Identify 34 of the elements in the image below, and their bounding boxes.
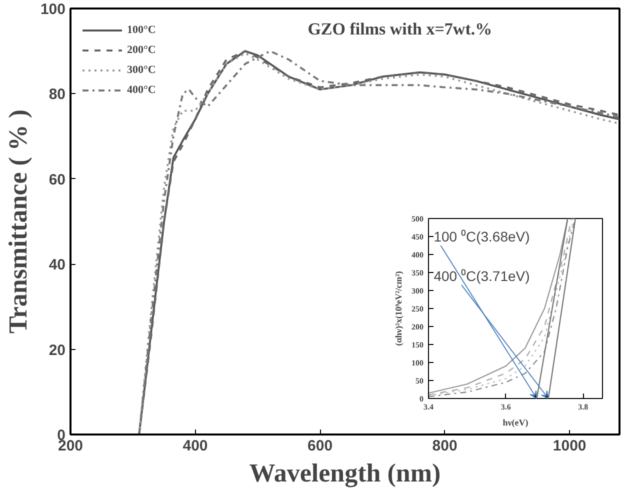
y-tick-label: 500 xyxy=(412,214,424,224)
y-tick-label: 150 xyxy=(412,340,424,350)
y-tick-label: 100 xyxy=(412,358,424,368)
y-axis-title: (αhν)²x(10⁹eV²/cm²) xyxy=(394,271,404,346)
y-tick-label: 250 xyxy=(412,304,424,314)
y-tick-label: 20 xyxy=(48,342,66,359)
y-tick-label: 400 xyxy=(412,250,424,260)
y-tick-label: 200 xyxy=(412,322,424,332)
legend-label: 400°C xyxy=(127,84,156,96)
x-tick-label: 1000 xyxy=(552,438,586,454)
x-tick-label: 800 xyxy=(432,438,458,454)
y-tick-label: 450 xyxy=(412,232,424,242)
y-tick-label: 40 xyxy=(48,256,66,274)
y-tick-label: 50 xyxy=(416,376,424,386)
x-tick-label: 600 xyxy=(308,438,333,454)
legend-label: 200°C xyxy=(127,44,156,56)
legend-label: 100°C xyxy=(127,24,156,36)
y-tick-label: 80 xyxy=(48,86,66,104)
y-tick-label: 350 xyxy=(412,268,424,278)
y-tick-label: 300 xyxy=(412,286,424,296)
y-tick-label: 60 xyxy=(48,171,66,188)
x-tick-label: 3.6 xyxy=(500,402,511,412)
legend-label: 300°C xyxy=(127,64,156,76)
x-axis-title: hν(eV) xyxy=(502,418,528,428)
y-axis-title: Transmittance ( % ) xyxy=(3,109,32,334)
x-axis-title: Wavelength (nm) xyxy=(249,458,441,488)
x-tick-label: 3.4 xyxy=(424,402,434,412)
y-tick-label: 100 xyxy=(40,1,66,18)
y-tick-label: 0 xyxy=(420,394,424,404)
text: GZO films with x=7wt.% xyxy=(308,20,492,38)
annotation: 400 ⁰C(3.71eV) xyxy=(434,268,530,284)
annotation: 100 ⁰C(3.68eV) xyxy=(434,228,530,244)
x-tick-label: 400 xyxy=(182,438,208,454)
x-tick-label: 3.8 xyxy=(578,402,588,412)
